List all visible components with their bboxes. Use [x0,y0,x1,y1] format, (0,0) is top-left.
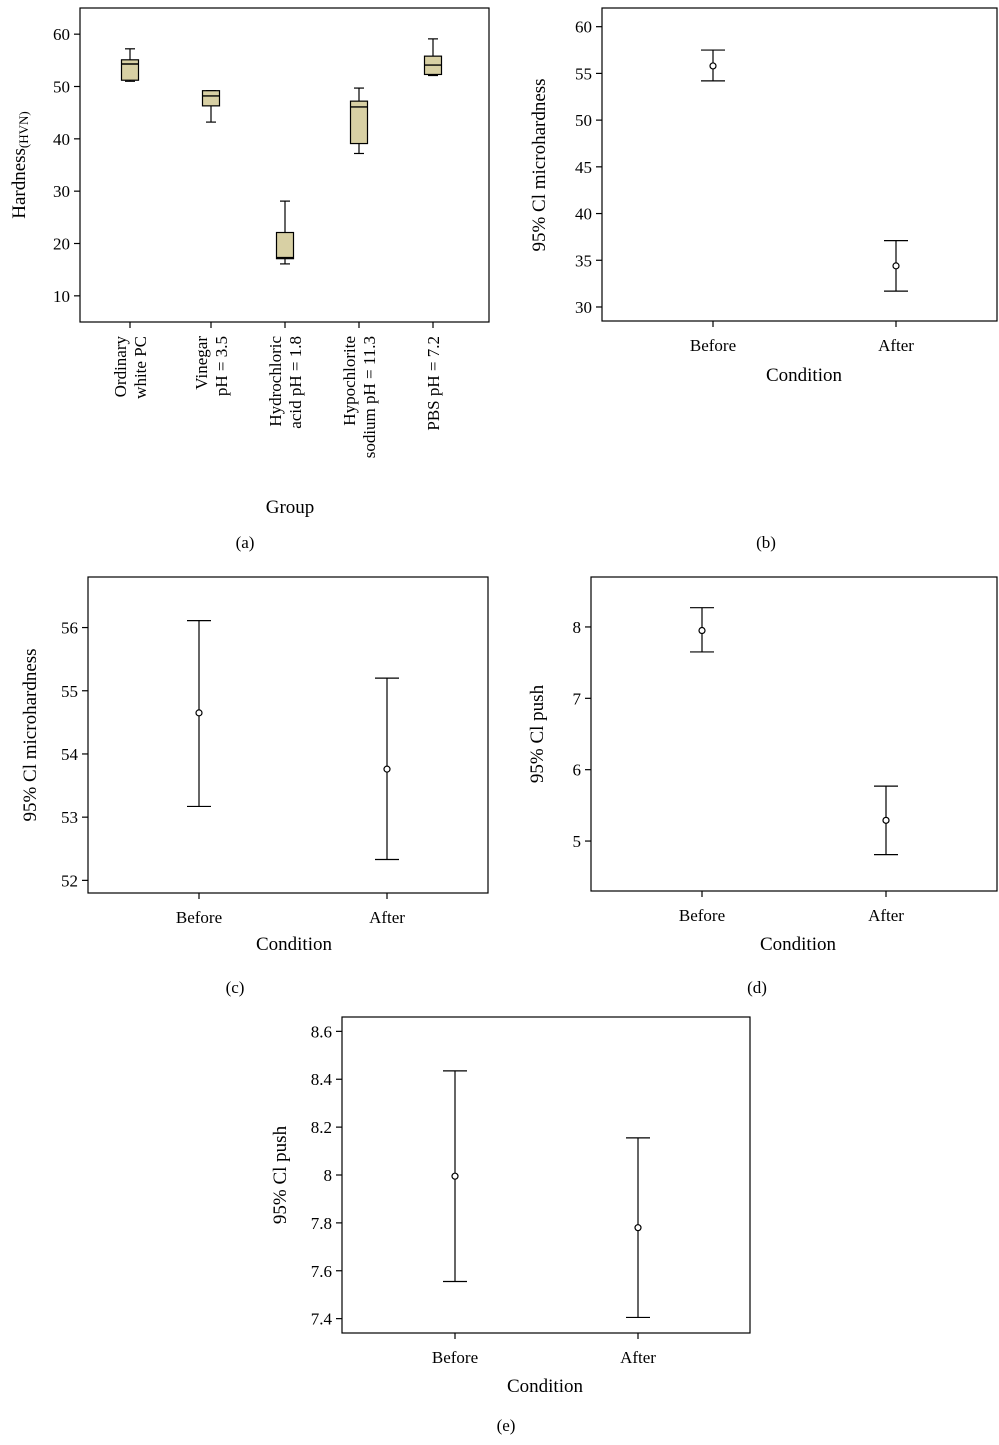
y-tick-label: 7.4 [311,1310,333,1329]
y-tick-label: 40 [575,205,592,224]
errorbar-1 [701,49,725,82]
y-tick-label: 7.8 [311,1214,332,1233]
plot-frame [601,7,998,322]
chart-panel-3: 52 53 54 55 56 95% Cl microhardness Before Afte… [20,576,489,997]
errorbar-2 [874,785,898,856]
panel-label: (d) [747,978,767,997]
y-tick-label: 7.6 [311,1262,332,1281]
box-3 [275,200,295,265]
errorbar-2 [626,1137,650,1319]
plot-frame [590,576,998,892]
iqr-box [201,90,221,107]
y-tick-label: 35 [575,251,592,270]
y-tick-label: 52 [61,871,78,890]
x-axis-label: Condition [256,934,333,955]
errorbar-1 [187,620,211,808]
box-1 [120,48,140,82]
x-category-label: Before [679,906,725,925]
iqr-box [120,59,140,81]
x-axis-label: Condition [507,1376,584,1397]
y-tick-label: 7 [573,689,582,708]
x-axis-label: Condition [760,934,837,955]
mean-marker [195,709,203,717]
chart-panel-1: 10 20 30 40 50 60 Hardness(HVN) Ordinary white P… [9,7,490,552]
box-5 [423,38,443,77]
x-category-label: pH = 3.5 [212,336,231,396]
mean-marker [698,626,706,635]
y-tick-label: 50 [575,111,592,130]
y-tick-label: 8 [573,618,582,637]
errorbar-1 [690,607,714,653]
panel-label: (c) [226,978,245,997]
x-category-label: Ordinary [111,336,130,398]
y-tick-label: 56 [61,619,78,638]
x-axis-label: Condition [766,365,843,386]
y-tick-label: 54 [61,745,79,764]
y-tick-label: 8.4 [311,1070,333,1089]
mean-marker [383,765,391,773]
y-tick-label: 45 [575,158,592,177]
y-tick-label: 8.6 [311,1022,332,1041]
y-axis-label-unit: (HVN) [16,111,31,148]
y-tick-label: 53 [61,808,78,827]
mean-marker [451,1172,459,1180]
errorbar-2 [884,240,908,292]
x-category-label: PBS pH = 7.2 [424,336,443,431]
y-axis-label-main: Hardness [9,148,30,219]
x-category-label: Before [690,336,736,355]
y-axis-label: 95% Cl push [527,684,548,783]
x-axis-label: Group [266,497,315,518]
box-2 [201,90,221,123]
y-tick-label: 30 [53,182,70,201]
y-axis-label: 95% Cl microhardness [20,648,41,821]
chart-panel-2: 30 35 40 45 50 55 60 95% Cl microhardness Before… [529,7,998,552]
mean-marker [892,262,900,270]
y-axis-label: Hardness(HVN) [9,111,31,219]
y-axis-label: 95% Cl push [270,1125,291,1224]
x-category-label: white PC [131,336,150,399]
y-tick-label: 5 [573,832,582,851]
y-tick-label: 20 [53,235,70,254]
panel-label: (b) [756,533,776,552]
y-tick-label: 6 [573,761,582,780]
mean-marker [634,1224,642,1232]
x-category-label: After [878,336,914,355]
x-category-label: Hydrochloric [266,336,285,427]
mean-marker [882,816,890,824]
errorbar-1 [443,1070,467,1283]
chart-panel-4: 5 6 7 8 95% Cl push Before After Condition (d) [527,576,998,997]
chart-panel-5: 7.4 7.6 7.8 8 8.2 8.4 8.6 95% Cl push Before Afte… [270,1016,751,1435]
y-tick-label: 10 [53,287,70,306]
x-category-label: acid pH = 1.8 [286,336,305,429]
mean-marker [709,62,717,70]
y-tick-label: 55 [61,682,78,701]
plot-frame [79,7,490,323]
y-tick-label: 60 [575,18,592,37]
box-4 [349,87,369,155]
iqr-box [349,100,369,145]
x-category-label: sodium pH = 11.3 [360,336,379,458]
y-tick-label: 8 [324,1166,333,1185]
panel-label: (a) [236,533,255,552]
y-axis-label: 95% Cl microhardness [529,78,550,251]
y-tick-label: 40 [53,130,70,149]
iqr-box [275,231,295,260]
x-category-label: Before [176,908,222,927]
x-category-label: After [868,906,904,925]
y-tick-label: 50 [53,78,70,97]
panel-label: (e) [497,1416,516,1435]
y-tick-label: 55 [575,64,592,83]
y-tick-label: 8.2 [311,1118,332,1137]
x-category-label: Hypochlorite [340,336,359,426]
y-tick-label: 60 [53,25,70,44]
plot-frame [341,1016,751,1334]
errorbar-2 [375,677,399,861]
x-category-label: After [369,908,405,927]
x-category-label: After [620,1348,656,1367]
x-category-label: Before [432,1348,478,1367]
y-tick-label: 30 [575,298,592,317]
plot-frame [87,576,489,894]
x-category-label: Vinegar [192,336,211,390]
